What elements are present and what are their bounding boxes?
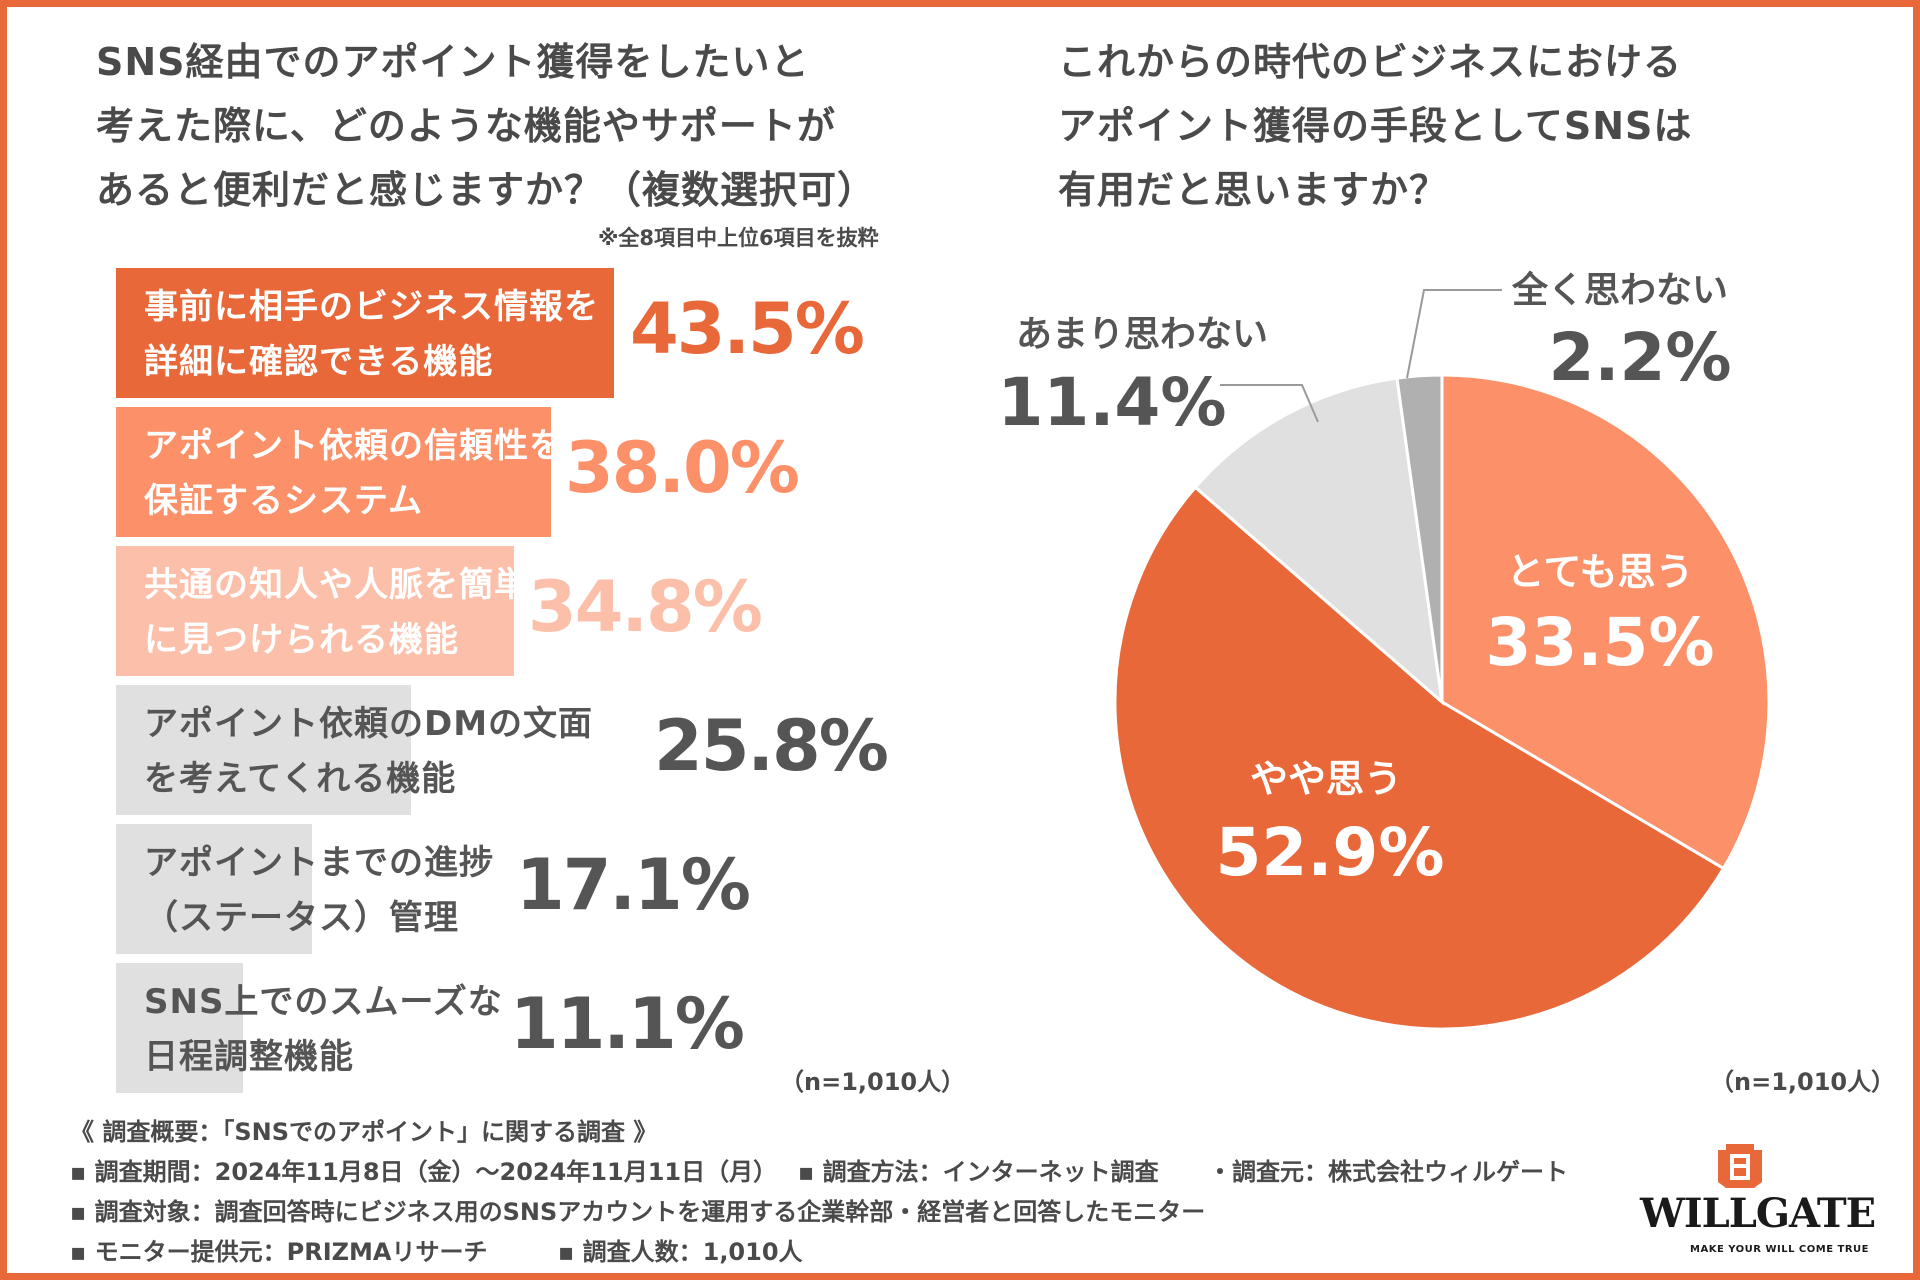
bar [116, 546, 514, 676]
bar-category-line: アポイント依頼のDMの文面 [144, 704, 594, 744]
willgate-emblem-icon [1718, 1144, 1762, 1188]
pie-slice-label: とても思う [1507, 550, 1694, 594]
survey-item: ▪ 調査人数：1,010人 [558, 1238, 803, 1266]
bar-category-line: 事前に相手のビジネス情報を [144, 287, 599, 327]
pie-slice-label: あまり思わない [1016, 314, 1268, 355]
bar-category-line: 日程調整機能 [144, 1037, 354, 1077]
pie-slice [1395, 373, 1444, 703]
survey-item: ▪ 調査対象：調査回答時にビジネス用のSNSアカウントを運用する企業幹部・経営者… [70, 1198, 1206, 1226]
bar [116, 268, 614, 398]
survey-heading: 《 調査概要：「SNSでのアポイント」に関する調査 》 [70, 1118, 658, 1146]
willgate-logo [1718, 1144, 1762, 1188]
bar-category-line: に見つけられる機能 [144, 620, 459, 660]
bar-category-line: 詳細に確認できる機能 [144, 342, 494, 382]
left-chart-title: SNS経由でのアポイント獲得をしたいと 考えた際に、どのような機能やサポートが … [96, 30, 876, 222]
right-title-line-1: これからの時代のビジネスにおける [1058, 40, 1683, 84]
bar-value-label: 11.1% [510, 983, 745, 1065]
pie-slice-value: 11.4% [998, 364, 1227, 441]
left-title-line-1: SNS経由でのアポイント獲得をしたいと [96, 40, 810, 84]
bar-value-label: 25.8% [654, 705, 889, 787]
bar-category-label: アポイント依頼の信頼性を 保証するシステム [144, 419, 564, 529]
pie-slice-label: やや思う [1250, 757, 1402, 801]
logo-wordmark: WILLGATE [1640, 1190, 1876, 1237]
left-chart-note: ※全8項目中上位6項目を抜粋 [598, 226, 879, 250]
bar-category-line: SNS上でのスムーズな [144, 982, 503, 1022]
pie-leader-line [1406, 289, 1502, 379]
bar-category-label: アポイント依頼のDMの文面 を考えてくれる機能 [144, 697, 593, 807]
bar [116, 963, 243, 1093]
bar-category-line: アポイントまでの進捗 [144, 843, 494, 883]
bar-category-line: 共通の知人や人脈を簡単 [144, 565, 529, 605]
pie-leader-line [1220, 384, 1319, 423]
right-sample-size: （n=1,010人） [1710, 1068, 1896, 1096]
bar-category-label: 事前に相手のビジネス情報を 詳細に確認できる機能 [144, 280, 599, 390]
pie-slice-value: 33.5% [1486, 604, 1715, 681]
bar-category-line: （ステータス）管理 [144, 898, 459, 938]
pie-slice-value: 52.9% [1216, 814, 1445, 891]
survey-item: ▪ 調査方法：インターネット調査 [798, 1158, 1159, 1186]
bar-category-label: 共通の知人や人脈を簡単 に見つけられる機能 [144, 558, 529, 668]
left-sample-size: （n=1,010人） [780, 1068, 966, 1096]
bar-category-label: アポイントまでの進捗 （ステータス）管理 [144, 836, 494, 946]
survey-item: ▪ モニター提供元：PRIZMAリサーチ [70, 1238, 488, 1266]
logo-tagline: MAKE YOUR WILL COME TRUE [1690, 1244, 1869, 1255]
bar-value-label: 34.8% [528, 566, 763, 648]
bar-category-line: を考えてくれる機能 [144, 759, 457, 799]
bar-category-line: 保証するシステム [144, 481, 423, 521]
right-chart-title: これからの時代のビジネスにおける アポイント獲得の手段としてSNSは 有用だと思… [1058, 30, 1692, 222]
pie-slice-value: 2.2% [1548, 319, 1731, 396]
left-title-line-3: あると便利だと感じますか？（複数選択可） [96, 168, 877, 212]
pie-slice [1193, 376, 1445, 706]
survey-item: ▪ 調査期間：2024年11月8日（金）〜2024年11月11日（月） [70, 1158, 778, 1186]
right-title-line-2: アポイント獲得の手段としてSNSは [1058, 104, 1693, 148]
bar-value-label: 38.0% [565, 427, 800, 509]
left-title-line-2: 考えた際に、どのような機能やサポートが [96, 104, 836, 148]
right-title-line-3: 有用だと思いますか？ [1058, 168, 1449, 212]
pie-chart: とても思う 33.5% やや思う 52.9% あまり思わない 11.4% 全く思わない 2.2… [998, 269, 1771, 1031]
bar [116, 824, 312, 954]
pie-slice [1113, 485, 1726, 1031]
bar [116, 685, 411, 815]
bar-category-line: アポイント依頼の信頼性を [144, 426, 564, 466]
pie-slice-label: 全く思わない [1511, 269, 1728, 311]
bar [116, 407, 551, 537]
bar-value-label: 17.1% [516, 844, 751, 926]
bar-category-label: SNS上でのスムーズな 日程調整機能 [144, 975, 503, 1085]
bar-value-label: 43.5% [630, 288, 865, 370]
survey-item: ・調査元：株式会社ウィルゲート [1208, 1158, 1568, 1186]
pie-slice [1440, 373, 1771, 871]
